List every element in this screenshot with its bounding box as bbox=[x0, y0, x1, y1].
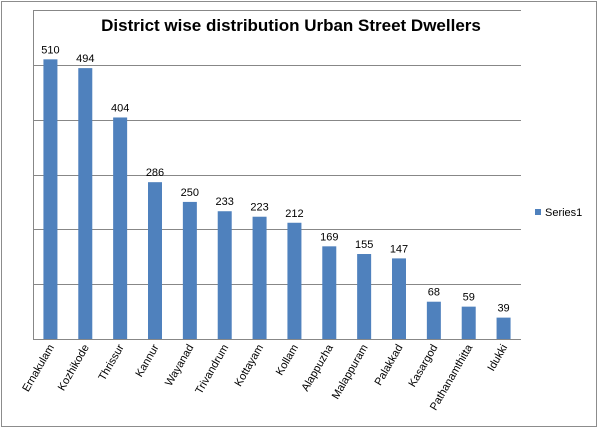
data-label: 250 bbox=[181, 187, 199, 199]
data-label: 404 bbox=[111, 102, 129, 114]
bar bbox=[182, 201, 197, 339]
bar bbox=[113, 117, 128, 340]
bar bbox=[357, 254, 372, 339]
bar bbox=[461, 306, 476, 339]
bar bbox=[496, 317, 511, 339]
category-label: Wayanad bbox=[163, 343, 196, 389]
legend-swatch bbox=[535, 209, 541, 215]
category-label: Kollam bbox=[274, 343, 301, 378]
category-label: Trivandrum bbox=[193, 343, 231, 397]
category-label: Idukki bbox=[485, 342, 510, 373]
data-labels: 510 494 404 286 250 233 223 212 169 155 147 68 59 39 bbox=[41, 44, 509, 314]
data-label: 286 bbox=[146, 167, 164, 179]
category-label: Kottayam bbox=[233, 343, 267, 389]
category-label: Ernakulam bbox=[20, 343, 57, 395]
category-label: Kozhikode bbox=[56, 343, 92, 393]
bar bbox=[148, 182, 162, 339]
category-label: Alappuzha bbox=[299, 342, 336, 394]
data-label: 233 bbox=[216, 196, 234, 208]
legend: Series1 bbox=[535, 207, 582, 219]
category-label: Kannur bbox=[133, 342, 161, 379]
category-label: Palakkad bbox=[373, 343, 406, 388]
data-label: 39 bbox=[497, 303, 509, 315]
category-label: Malappuram bbox=[330, 343, 371, 402]
data-label: 494 bbox=[76, 53, 94, 65]
bar bbox=[217, 211, 232, 339]
bar bbox=[322, 246, 337, 339]
data-label: 223 bbox=[250, 202, 268, 214]
bars bbox=[43, 59, 511, 340]
data-label: 68 bbox=[428, 287, 440, 299]
data-label: 510 bbox=[41, 44, 59, 56]
bar bbox=[78, 68, 93, 339]
category-label: Kasargod bbox=[407, 343, 441, 390]
bar bbox=[252, 216, 267, 339]
bar bbox=[426, 301, 441, 339]
bar bbox=[392, 258, 406, 339]
legend-label: Series1 bbox=[545, 207, 582, 219]
gridlines bbox=[33, 10, 521, 340]
data-label: 147 bbox=[390, 243, 408, 255]
data-label: 169 bbox=[320, 231, 338, 243]
bar bbox=[287, 222, 302, 339]
category-label: Thrissur bbox=[96, 342, 126, 383]
data-label: 59 bbox=[463, 292, 475, 304]
chart-title: District wise distribution Urban Street … bbox=[101, 16, 481, 35]
bar bbox=[43, 59, 58, 339]
data-label: 212 bbox=[285, 208, 303, 220]
data-label: 155 bbox=[355, 239, 373, 251]
